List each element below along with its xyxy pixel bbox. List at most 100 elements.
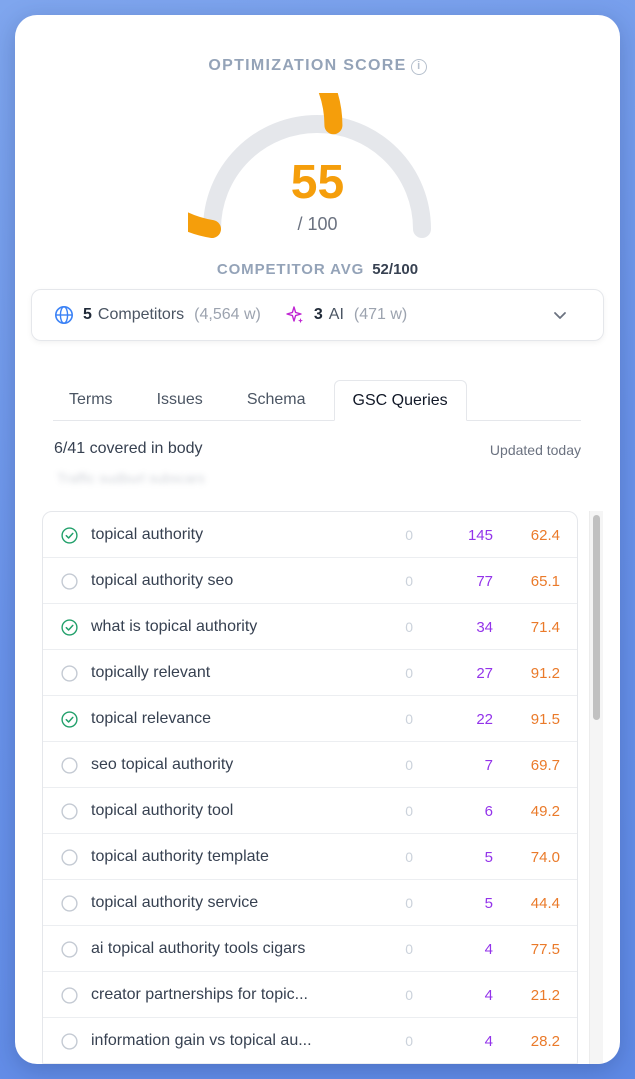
query-row[interactable]: topical authority 0 145 62.4 <box>43 512 577 558</box>
list-scrollbar[interactable] <box>589 511 603 1064</box>
ai-group: 3 AI (471 w) <box>285 305 407 325</box>
empty-circle-icon <box>61 941 78 958</box>
query-row[interactable]: what is topical authority 0 34 71.4 <box>43 604 577 650</box>
query-clicks: 5 <box>484 895 493 912</box>
query-count: 0 <box>405 987 413 1003</box>
query-row[interactable]: information gain vs topical au... 0 4 28.2 <box>43 1018 577 1064</box>
tab-gsc-queries[interactable]: GSC Queries <box>333 380 467 421</box>
check-circle-icon <box>61 527 78 544</box>
ai-label: AI <box>328 306 344 323</box>
query-term: topical relevance <box>91 710 212 727</box>
query-clicks: 4 <box>484 941 493 958</box>
query-term: topical authority template <box>91 848 269 865</box>
empty-circle-icon <box>61 573 78 590</box>
score-max: / 100 <box>297 214 338 234</box>
query-position: 49.2 <box>530 803 560 820</box>
empty-circle-icon <box>61 849 78 866</box>
query-row[interactable]: topical authority tool 0 6 49.2 <box>43 788 577 834</box>
query-position: 28.2 <box>530 1033 560 1050</box>
query-count: 0 <box>405 665 413 681</box>
query-count: 0 <box>405 895 413 911</box>
competitors-count: 5 <box>83 306 92 323</box>
empty-circle-icon <box>61 895 78 912</box>
query-clicks: 27 <box>476 665 493 682</box>
query-clicks: 4 <box>484 1033 493 1050</box>
query-count: 0 <box>405 1033 413 1049</box>
query-clicks: 4 <box>484 987 493 1004</box>
query-term: information gain vs topical au... <box>91 1032 312 1049</box>
query-position: 71.4 <box>530 619 560 636</box>
globe-icon <box>55 306 73 324</box>
check-circle-icon <box>61 619 78 636</box>
query-count: 0 <box>405 757 413 773</box>
query-position: 77.5 <box>530 941 560 958</box>
query-row[interactable]: topical relevance 0 22 91.5 <box>43 696 577 742</box>
query-row[interactable]: ai topical authority tools cigars 0 4 77.5 <box>43 926 577 972</box>
competitors-summary[interactable]: 5 Competitors (4,564 w) 3 AI (471 w) <box>31 289 604 341</box>
query-count: 0 <box>405 849 413 865</box>
query-term: seo topical authority <box>91 756 234 773</box>
query-list: topical authority 0 145 62.4 topical authori… <box>42 511 578 1064</box>
sparkles-icon <box>286 306 303 324</box>
query-count: 0 <box>405 803 413 819</box>
query-term: topically relevant <box>91 664 211 681</box>
empty-circle-icon <box>61 665 78 682</box>
query-position: 62.4 <box>530 527 560 544</box>
tab-terms[interactable]: Terms <box>69 391 113 408</box>
query-position: 69.7 <box>530 757 560 774</box>
empty-circle-icon <box>61 757 78 774</box>
query-position: 65.1 <box>530 573 560 590</box>
query-term: topical authority <box>91 526 204 543</box>
query-term: what is topical authority <box>91 618 258 635</box>
query-count: 0 <box>405 711 413 727</box>
gauge-track <box>203 115 431 238</box>
query-row[interactable]: topical authority seo 0 77 65.1 <box>43 558 577 604</box>
tab-bar: Terms Issues Schema GSC Queries <box>53 380 581 421</box>
query-term: topical authority tool <box>91 802 234 819</box>
competitors-label: Competitors <box>97 306 185 323</box>
query-row[interactable]: seo topical authority 0 7 69.7 <box>43 742 577 788</box>
query-count: 0 <box>405 619 413 635</box>
competitor-avg-value: 52/100 <box>372 261 419 278</box>
query-row[interactable]: creator partnerships for topic... 0 4 21.2 <box>43 972 577 1018</box>
ai-count: 3 <box>313 306 323 323</box>
competitor-avg: COMPETITOR AVG 52/100 <box>15 261 620 278</box>
query-position: 21.2 <box>530 987 560 1004</box>
score-gauge <box>188 93 431 238</box>
query-count: 0 <box>405 941 413 957</box>
score-title: OPTIMIZATION SCORE i <box>15 57 620 75</box>
query-row[interactable]: topically relevant 0 27 91.2 <box>43 650 577 696</box>
empty-circle-icon <box>61 1033 78 1050</box>
query-position: 44.4 <box>530 895 560 912</box>
score-value: 55 <box>290 156 345 209</box>
scrollbar-thumb[interactable] <box>593 515 600 720</box>
competitors-group: 5 Competitors (4,564 w) <box>54 305 261 325</box>
query-row[interactable]: topical authority service 0 5 44.4 <box>43 880 577 926</box>
query-count: 0 <box>405 527 413 543</box>
query-clicks: 7 <box>484 757 493 774</box>
competitors-words: (4,564 w) <box>194 306 261 323</box>
updated-status: Updated today <box>489 442 581 458</box>
empty-circle-icon <box>61 803 78 820</box>
query-term: topical authority seo <box>91 572 234 589</box>
query-clicks: 6 <box>484 803 493 820</box>
query-clicks: 22 <box>476 711 493 728</box>
query-row[interactable]: topical authority template 0 5 74.0 <box>43 834 577 880</box>
ai-words: (471 w) <box>353 306 408 323</box>
query-clicks: 5 <box>484 849 493 866</box>
query-count: 0 <box>405 573 413 589</box>
query-clicks: 34 <box>476 619 493 636</box>
query-term: creator partnerships for topic... <box>91 986 308 1003</box>
query-clicks: 77 <box>476 573 493 590</box>
chevron-down-icon[interactable] <box>552 307 568 323</box>
query-clicks: 145 <box>467 527 493 544</box>
tab-issues[interactable]: Issues <box>156 391 203 408</box>
check-circle-icon <box>61 711 78 728</box>
coverage-summary: 6/41 covered in body <box>54 440 203 457</box>
info-icon[interactable]: i <box>410 59 427 75</box>
tab-schema[interactable]: Schema <box>246 391 306 408</box>
query-position: 91.5 <box>530 711 560 728</box>
empty-circle-icon <box>61 987 78 1004</box>
optimization-panel: OPTIMIZATION SCORE i 55 / 100 COMPETITOR … <box>15 15 620 1064</box>
competitor-avg-label: COMPETITOR AVG <box>216 261 365 278</box>
